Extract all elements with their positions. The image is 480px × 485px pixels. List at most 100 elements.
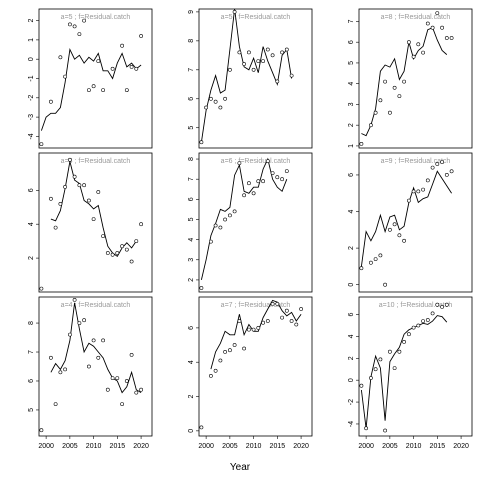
observed-point: [68, 157, 72, 162]
observed-point: [110, 66, 115, 71]
observed-point: [444, 302, 449, 307]
observed-point: [421, 50, 426, 55]
observed-point: [120, 244, 125, 249]
observed-point: [440, 160, 445, 165]
panel-1: a=5 ; f=Residual.catch -4 -3 -2 -1 0 1 2: [28, 8, 153, 149]
observed-point: [237, 319, 242, 323]
observed-point: [430, 311, 435, 316]
observed-point: [63, 367, 68, 372]
y-tick-label: 6: [348, 173, 355, 177]
observed-point: [129, 352, 134, 357]
observed-point: [284, 169, 289, 174]
observed-point: [383, 79, 388, 84]
x-tick-label: 2010: [406, 443, 422, 450]
observed-point: [237, 161, 242, 166]
observed-point: [120, 43, 125, 48]
fitted-line: [360, 315, 448, 429]
fitted-line: [40, 47, 142, 131]
y-tick-label: 6: [348, 40, 355, 44]
observed-point: [397, 233, 402, 238]
observed-point: [204, 105, 209, 110]
x-tick-label: 2020: [133, 443, 149, 450]
panel-5: a=6 ; f=Residual.catch 2 3 4 5 6 7 8: [188, 152, 313, 293]
observed-point: [58, 55, 63, 60]
observed-point: [256, 325, 261, 330]
observed-point: [425, 318, 430, 322]
y-tick-label: 5: [28, 408, 35, 412]
fitted-line: [360, 170, 452, 267]
observed-point: [208, 239, 213, 244]
observed-point: [91, 338, 96, 343]
y-tick-label: 5: [348, 61, 355, 65]
observed-point: [378, 98, 383, 103]
observed-point: [246, 181, 251, 186]
observed-point: [284, 47, 289, 52]
observed-point: [213, 368, 218, 373]
panel-frame: [358, 152, 473, 293]
observed-point: [270, 301, 275, 306]
y-tick-label: 7: [348, 19, 355, 23]
panel-label: a=4 ; f=Residual.catch: [61, 302, 131, 309]
observed-point: [199, 140, 204, 145]
observed-point: [416, 189, 421, 194]
x-tick-label: 2000: [358, 443, 374, 450]
observed-point: [406, 332, 411, 337]
y-tick-label: 8: [188, 39, 195, 43]
observed-point: [392, 85, 397, 90]
observed-point: [416, 42, 421, 47]
y-tick-label: 0: [348, 378, 355, 382]
observed-point: [294, 322, 299, 327]
observed-point: [124, 247, 129, 252]
observed-point: [232, 343, 237, 347]
observed-point: [275, 301, 280, 306]
observed-point: [49, 196, 53, 201]
y-tick-label: 5: [188, 217, 195, 221]
observed-point: [397, 349, 402, 354]
observed-point: [387, 110, 392, 115]
observed-point: [101, 234, 106, 239]
observed-point: [359, 383, 364, 388]
observed-point: [256, 179, 261, 184]
observed-point: [265, 319, 270, 323]
y-tick-label: 2: [348, 246, 355, 250]
observed-point: [124, 88, 129, 93]
y-tick-label: 7: [188, 68, 195, 72]
y-tick-label: 1: [28, 38, 35, 42]
observed-point: [411, 189, 416, 194]
panel-7: a=4 ; f=Residual.catch 5 6 7 8 2000 2005 2010 20…: [28, 296, 153, 450]
panel-6: a=9 ; f=Residual.catch 0 2 4 6: [348, 152, 473, 293]
observed-point: [430, 25, 435, 30]
panel-9: a=10 ; f=Residual.catch -4 -2 0 2 4 6 2000 2005 2…: [348, 296, 473, 450]
observed-point: [421, 187, 426, 192]
observed-point: [63, 74, 68, 79]
observed-point: [72, 174, 77, 179]
y-tick-label: 2: [28, 19, 35, 23]
observed-point: [251, 67, 256, 72]
observed-point: [139, 387, 144, 392]
x-tick-label: 2000: [198, 443, 214, 450]
observed-point: [129, 65, 134, 69]
y-tick-label: 5: [188, 126, 195, 130]
observed-point: [406, 198, 411, 203]
y-tick-label: 9: [188, 10, 195, 14]
observed-point: [378, 357, 383, 362]
observed-point: [96, 355, 101, 360]
y-tick-label: 6: [28, 379, 35, 383]
observed-point: [416, 323, 421, 328]
observed-point: [134, 66, 139, 71]
panel-frame: [38, 152, 153, 293]
x-tick-label: 2020: [293, 443, 309, 450]
observed-point: [72, 297, 77, 302]
observed-point: [68, 332, 72, 337]
y-tick-label: 8: [188, 157, 195, 161]
observed-point: [232, 9, 237, 14]
observed-point: [134, 390, 139, 395]
observed-point: [435, 162, 440, 166]
observed-point: [129, 259, 134, 264]
y-tick-label: 7: [188, 177, 195, 181]
observed-point: [299, 307, 304, 311]
observed-point: [53, 225, 58, 230]
observed-point: [208, 373, 213, 378]
observed-point: [68, 22, 72, 27]
y-tick-label: 0: [348, 283, 355, 287]
